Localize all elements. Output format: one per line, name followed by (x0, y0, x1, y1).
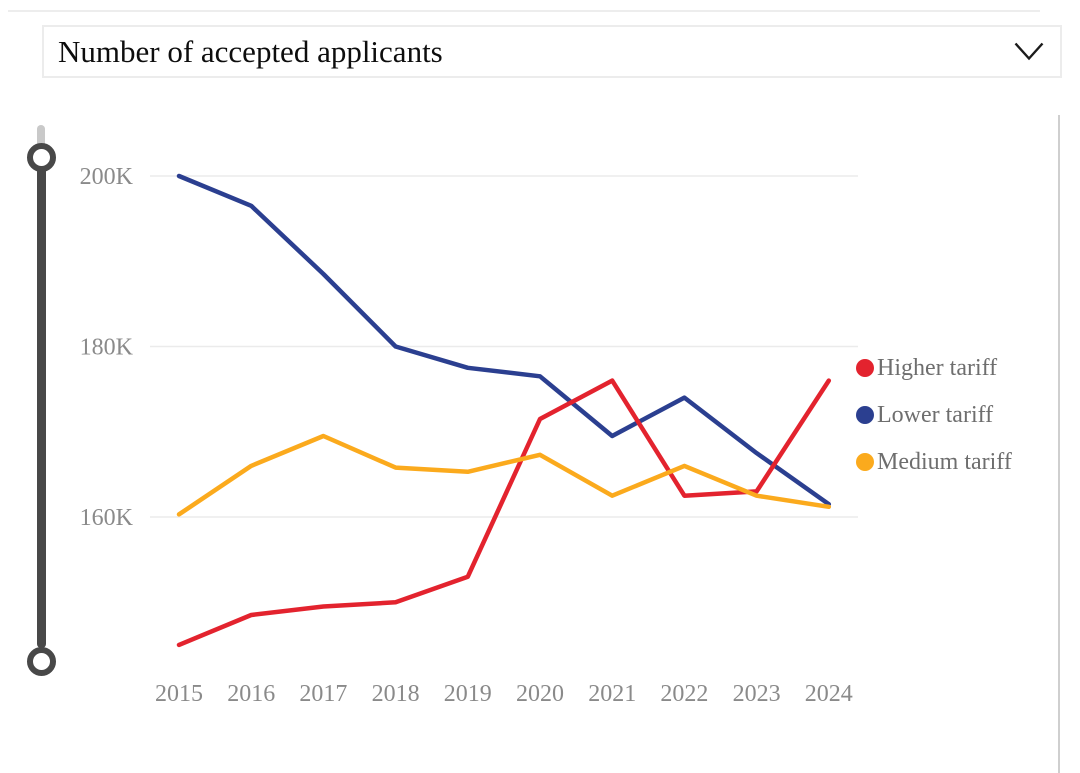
legend-dot-icon (856, 358, 874, 377)
x-axis-tick-label: 2019 (444, 681, 492, 707)
x-axis-tick-label: 2022 (660, 681, 708, 707)
x-axis-tick-label: 2018 (372, 681, 420, 707)
top-divider-line (8, 10, 1040, 12)
legend-item-higher-tariff[interactable]: Higher tariff (856, 353, 1012, 382)
slider-handle-top[interactable] (27, 143, 56, 172)
series-line-higher-tariff[interactable] (176, 378, 832, 648)
x-axis-tick-label: 2021 (588, 681, 636, 707)
x-axis-tick-label: 2015 (155, 681, 203, 707)
x-axis-tick-label: 2020 (516, 681, 564, 707)
legend-dot-icon (856, 405, 874, 424)
chart-legend: Higher tariff Lower tariff Medium tariff (856, 353, 1012, 476)
y-axis-tick-label: 180K (80, 335, 134, 361)
x-axis-tick-label: 2023 (733, 681, 781, 707)
x-axis-tick-label: 2024 (805, 681, 853, 707)
chevron-down-icon[interactable] (1014, 42, 1044, 61)
right-pane-divider (1058, 115, 1060, 773)
vertical-range-slider[interactable] (27, 123, 57, 683)
y-axis-tick-label: 200K (80, 164, 134, 190)
y-axis-tick-label: 160K (80, 505, 134, 531)
x-axis-tick-label: 2017 (299, 681, 347, 707)
legend-dot-icon (856, 452, 874, 471)
legend-item-lower-tariff[interactable]: Lower tariff (856, 400, 1012, 429)
slider-handle-bottom[interactable] (27, 647, 56, 676)
legend-label: Lower tariff (877, 401, 994, 428)
dropdown-selected-value: Number of accepted applicants (58, 34, 443, 69)
slider-selected-range[interactable] (37, 158, 46, 648)
series-line-lower-tariff[interactable] (176, 173, 832, 507)
slider-track[interactable] (37, 125, 45, 152)
legend-item-medium-tariff[interactable]: Medium tariff (856, 447, 1012, 476)
legend-label: Medium tariff (877, 448, 1012, 475)
series-line-medium-tariff[interactable] (176, 433, 832, 517)
legend-label: Higher tariff (877, 354, 998, 381)
metric-dropdown[interactable]: Number of accepted applicants (42, 25, 1062, 78)
x-axis-tick-label: 2016 (227, 681, 275, 707)
